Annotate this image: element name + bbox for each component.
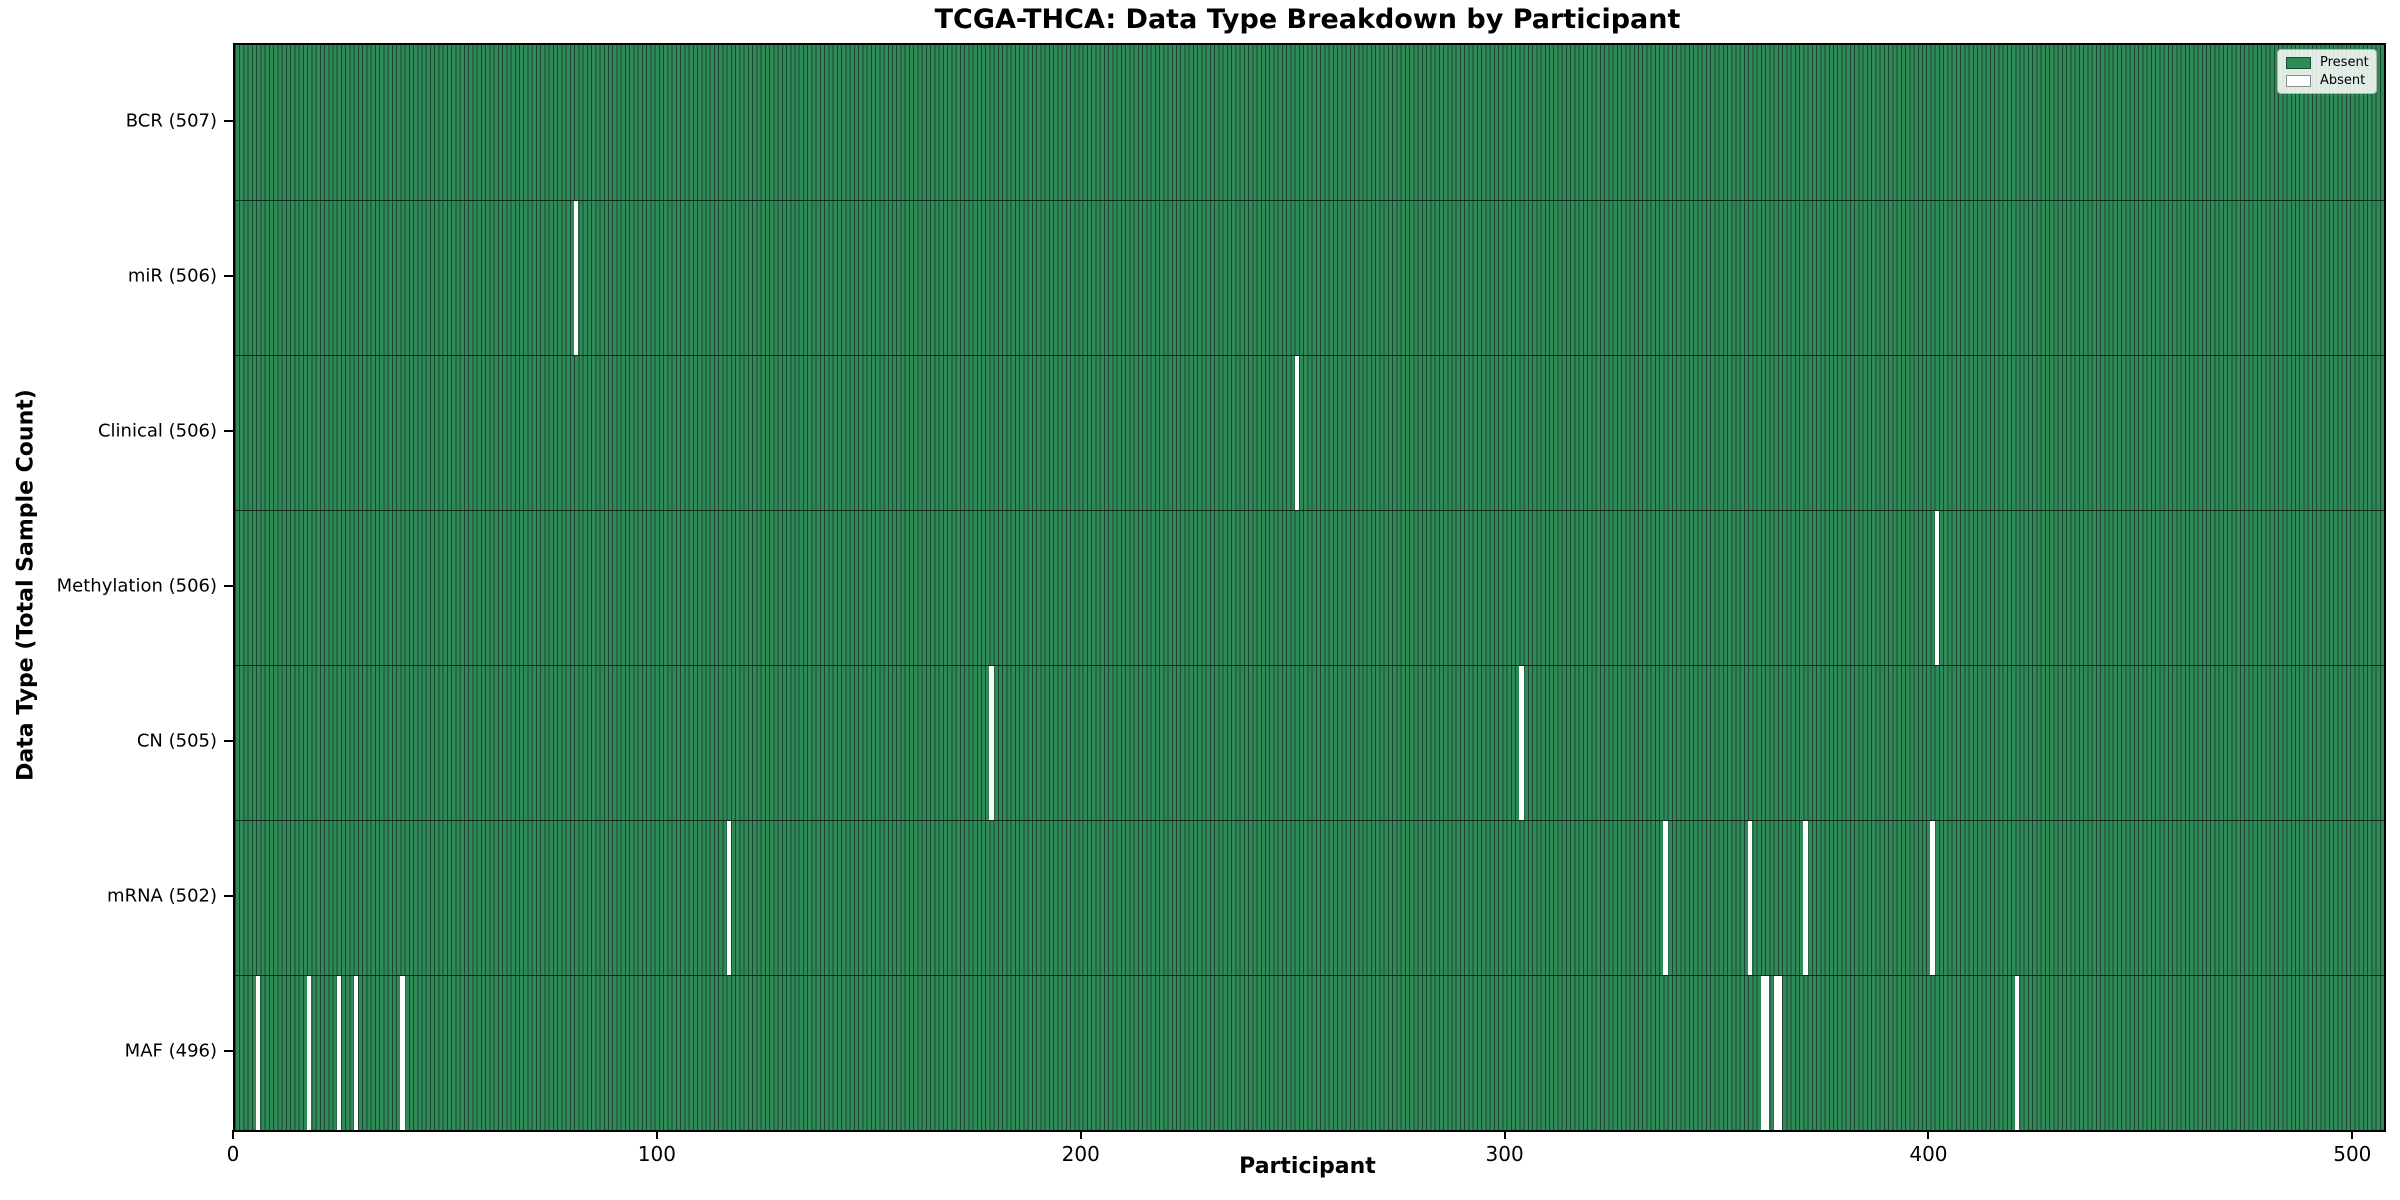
absent-gap xyxy=(256,976,261,1130)
x-tick-label: 0 xyxy=(226,1142,240,1166)
legend-entry-present: Present xyxy=(2286,55,2369,70)
absent-gap xyxy=(1748,821,1753,975)
plot-area xyxy=(233,43,2386,1132)
x-tick-label: 300 xyxy=(1485,1142,1524,1166)
absent-gap xyxy=(400,976,405,1130)
y-tick-label: miR (506) xyxy=(127,265,217,286)
legend: Present Absent xyxy=(2277,49,2377,94)
legend-entry-absent: Absent xyxy=(2286,74,2368,87)
heatmap-row-MAF xyxy=(235,975,2384,1130)
y-tick-mark xyxy=(224,429,233,432)
y-tick-mark xyxy=(224,894,233,897)
x-tick-mark xyxy=(1503,1130,1506,1139)
present-swatch-icon xyxy=(2286,56,2311,69)
chart-title: TCGA-THCA: Data Type Breakdown by Partic… xyxy=(934,4,1681,35)
absent-gap xyxy=(1934,511,1939,665)
y-tick-mark xyxy=(224,739,233,742)
legend-label-present: Present xyxy=(2320,55,2369,70)
heatmap-row-miR xyxy=(235,200,2384,355)
absent-gap xyxy=(1930,821,1935,975)
y-tick-label: Methylation (506) xyxy=(56,575,217,596)
heatmap-row-BCR xyxy=(235,45,2384,200)
x-tick-mark xyxy=(655,1130,658,1139)
y-tick-label: BCR (507) xyxy=(125,110,217,131)
x-tick-mark xyxy=(1079,1130,1082,1139)
x-tick-label: 100 xyxy=(637,1142,676,1166)
absent-swatch-icon xyxy=(2286,74,2311,87)
heatmap-row-Clinical xyxy=(235,355,2384,510)
legend-label-absent: Absent xyxy=(2320,73,2366,88)
absent-gap xyxy=(574,201,579,355)
absent-gap xyxy=(1663,821,1668,975)
x-tick-label: 500 xyxy=(2333,1142,2372,1166)
x-axis-tick-area: 0 100 200 300 400 500 xyxy=(227,1130,2382,1190)
absent-gap xyxy=(2015,976,2020,1130)
x-tick-mark xyxy=(1927,1130,1930,1139)
x-tick-label: 400 xyxy=(1909,1142,1948,1166)
x-tick-mark xyxy=(2351,1130,2354,1139)
absent-gap xyxy=(1773,976,1783,1130)
x-tick-label: 200 xyxy=(1061,1142,1100,1166)
absent-gap xyxy=(989,666,994,820)
absent-gap xyxy=(1760,976,1770,1130)
y-tick-label: Clinical (506) xyxy=(97,420,217,441)
y-tick-mark xyxy=(224,274,233,277)
absent-gap xyxy=(726,821,731,975)
y-axis-tick-area: BCR (507) miR (506) Clinical (506) Methylat… xyxy=(0,43,233,1128)
heatmap-row-CN xyxy=(235,665,2384,820)
y-tick-mark xyxy=(224,119,233,122)
absent-gap xyxy=(1803,821,1808,975)
x-tick-mark xyxy=(232,1130,234,1139)
x-axis-title: Participant xyxy=(1239,1154,1376,1179)
y-tick-label: CN (505) xyxy=(136,730,217,751)
y-tick-mark xyxy=(224,584,233,587)
heatmap-row-Methylation xyxy=(235,510,2384,665)
absent-gap xyxy=(1519,666,1524,820)
y-tick-label: mRNA (502) xyxy=(107,885,217,906)
absent-gap xyxy=(336,976,341,1130)
absent-gap xyxy=(1294,356,1299,510)
y-tick-label: MAF (496) xyxy=(124,1040,217,1061)
absent-gap xyxy=(307,976,312,1130)
absent-gap xyxy=(353,976,358,1130)
heatmap-row-mRNA xyxy=(235,820,2384,975)
y-tick-mark xyxy=(224,1049,233,1052)
